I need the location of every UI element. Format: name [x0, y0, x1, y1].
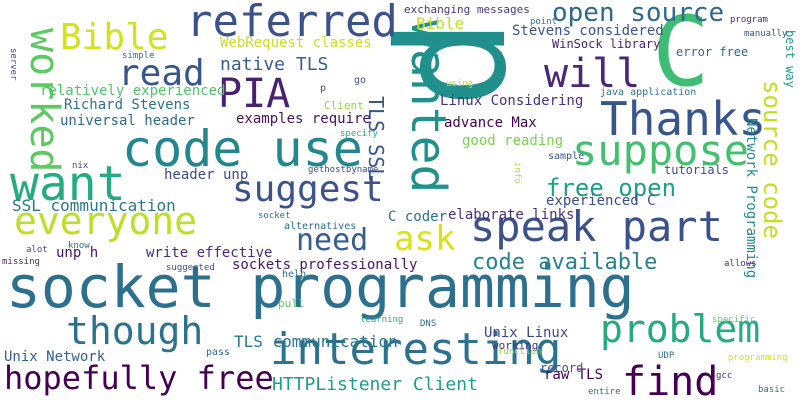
word: server [8, 48, 18, 81]
word: socket [258, 211, 291, 221]
word: referred [186, 0, 398, 47]
word: need [296, 223, 369, 258]
word: Linux Considering [440, 93, 584, 109]
word: basic [758, 385, 786, 395]
word: interesting [270, 324, 562, 375]
word: WebRequest classes [220, 35, 372, 51]
word: pull [278, 297, 305, 310]
word: Unix Linux [484, 325, 569, 341]
word: specific [712, 315, 756, 325]
word: Bible [60, 17, 169, 58]
word: socket programming [6, 253, 635, 321]
word: open source [552, 0, 725, 28]
word: program [730, 15, 768, 25]
word: alot [26, 245, 48, 255]
word: will [544, 51, 641, 97]
word: help [282, 269, 307, 280]
word: hopefully free [4, 359, 274, 397]
word: raw TLS [544, 367, 604, 383]
word: write effective [146, 245, 273, 261]
word: free open [546, 174, 677, 202]
word: read [118, 53, 205, 94]
word: gcc [716, 371, 733, 381]
word: error free [676, 45, 749, 59]
word: Thanks [600, 92, 767, 146]
word: code use [122, 120, 363, 178]
word: suggested [166, 263, 215, 273]
word: pass [206, 347, 231, 358]
word: java application [600, 87, 697, 98]
word: function [498, 347, 542, 357]
word: DNS [420, 319, 437, 329]
word: Richard Stevens [64, 97, 191, 113]
word: simple [122, 51, 155, 61]
word: speak part [470, 202, 723, 251]
word: suggest [232, 169, 384, 210]
word: examples require [236, 111, 371, 127]
word: relatively experienced [40, 83, 226, 99]
word: source code [758, 80, 786, 239]
word: though [66, 309, 204, 353]
word: programming [728, 353, 788, 363]
word: best way [783, 30, 797, 88]
word: code available [472, 250, 658, 275]
word: Stevens considered [512, 23, 664, 39]
word: worked [21, 28, 67, 173]
word: C [652, 0, 710, 108]
word: nix [72, 161, 89, 171]
word: gethostbyname [308, 165, 379, 175]
word: header unp [164, 167, 249, 183]
word: tutorials [664, 163, 730, 177]
word: allows [724, 259, 757, 269]
word: using [446, 79, 474, 89]
word: sockets professionally [232, 257, 418, 273]
word: missing [2, 257, 40, 267]
word: find [622, 359, 719, 400]
word: Client [324, 99, 364, 112]
word: working [492, 339, 539, 352]
word: Bible [416, 14, 465, 33]
word: elaborate links [448, 207, 575, 223]
word: good reading [462, 133, 564, 149]
word: suppose [572, 126, 750, 175]
word: wanted [400, 20, 456, 194]
word: p [386, 18, 560, 109]
word: exchanging messages [404, 3, 530, 16]
word: know [68, 241, 90, 251]
word: point [530, 17, 558, 27]
word: universal header [60, 113, 195, 129]
word: everyone [14, 199, 198, 243]
word: sample [548, 151, 585, 162]
word: C coder [388, 209, 448, 225]
word: advance Max [444, 115, 537, 131]
word: info [512, 162, 522, 184]
word: entire [588, 387, 621, 397]
word: manually [744, 29, 788, 39]
word: ask [394, 219, 456, 259]
word: specify [340, 129, 378, 139]
word: record [540, 361, 584, 375]
word: TLS communication [234, 332, 398, 351]
word: UDP [658, 351, 675, 361]
word: SSL communication [12, 196, 176, 215]
word: problem [600, 307, 761, 351]
word: alternatives [284, 221, 357, 232]
word: native TLS [220, 54, 329, 75]
word: Network Programming [743, 118, 759, 279]
word: WinSock library [552, 37, 661, 51]
word: TLS SSL [364, 96, 388, 181]
word: want [10, 156, 126, 212]
word: HTTPListener Client [272, 374, 478, 395]
word: learning [360, 315, 404, 325]
word: unp h [56, 245, 99, 261]
word: Unix Network [4, 349, 106, 365]
word: go [354, 75, 367, 86]
word: p [320, 83, 327, 94]
word: experienced C [546, 193, 656, 209]
word: PIA [218, 71, 291, 117]
